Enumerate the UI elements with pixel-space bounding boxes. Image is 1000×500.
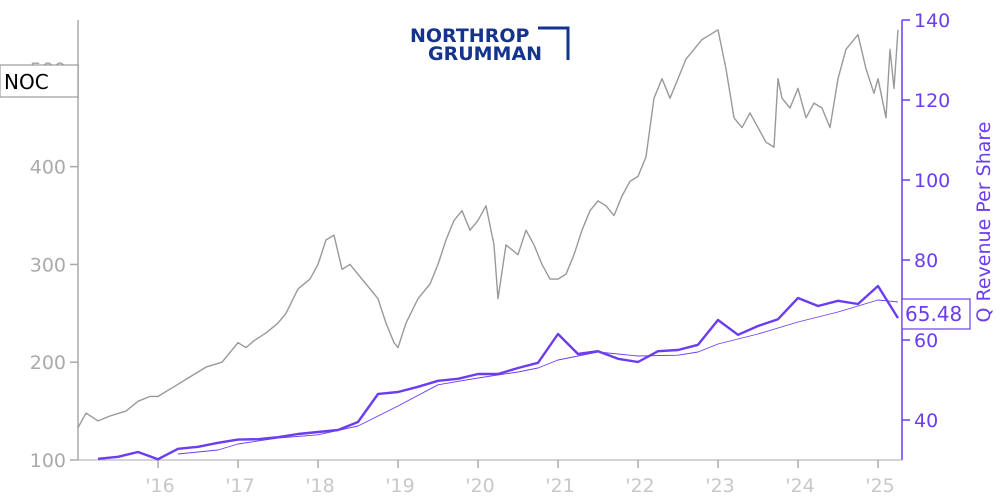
x-tick-label: '24 [785, 475, 814, 497]
x-axis-ticks: '16 '17 '18 '19 '20 '21 '22 '23 '24 '25 [145, 460, 895, 497]
x-tick-label: '19 [385, 475, 414, 497]
right-axis-ticks: 40 60 80 100 120 140 [902, 10, 950, 432]
logo-line2: GRUMMAN [428, 43, 542, 65]
right-tick-label: 80 [914, 250, 938, 272]
right-tick-label: 120 [914, 90, 950, 112]
right-tick-label: 40 [914, 410, 938, 432]
ticker-label-box [0, 64, 79, 98]
x-tick-label: '16 [145, 475, 174, 497]
left-tick-label: 300 [30, 254, 66, 276]
last-value-label: 65.48 [901, 298, 971, 330]
last-value-text: 65.48 [905, 302, 962, 326]
series-layer [77, 29, 900, 461]
right-axis-title: Q Revenue Per Share [973, 122, 995, 323]
left-axis-ticks: 100200300400500 [30, 59, 78, 472]
ticker-label: NOC [0, 64, 79, 98]
left-tick-label: 200 [30, 352, 66, 374]
x-tick-label: '22 [625, 475, 654, 497]
right-tick-label: 60 [914, 330, 938, 352]
northrop-grumman-logo: NORTHROP GRUMMAN [410, 25, 570, 65]
revenue-trend-line [177, 299, 899, 455]
x-tick-label: '23 [705, 475, 734, 497]
left-tick-label: 400 [30, 157, 66, 179]
right-tick-label: 100 [914, 170, 950, 192]
x-tick-label: '20 [465, 475, 494, 497]
last-value-box [901, 298, 971, 330]
price-series-line [77, 29, 899, 429]
right-tick-label: 140 [914, 10, 950, 32]
x-tick-label: '17 [225, 475, 254, 497]
x-tick-label: '25 [865, 475, 894, 497]
logo-bracket [538, 26, 570, 60]
x-tick-label: '21 [545, 475, 574, 497]
logo-line1: NORTHROP [410, 25, 529, 47]
ticker-label-text: NOC [4, 70, 49, 94]
left-tick-label: 100 [30, 450, 66, 472]
revenue-series-line [97, 284, 900, 461]
x-tick-label: '18 [305, 475, 334, 497]
